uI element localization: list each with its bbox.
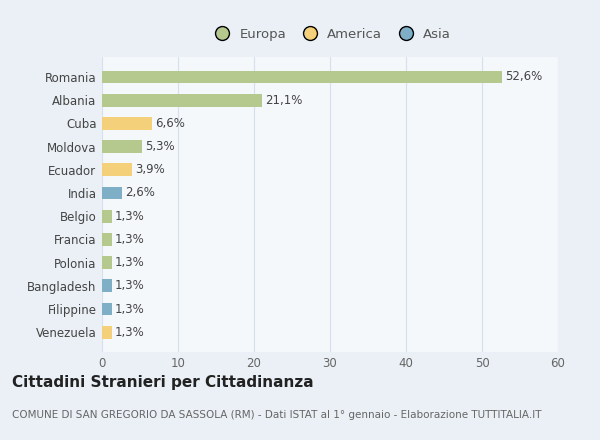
Bar: [102, 163, 131, 176]
Bar: [102, 256, 112, 269]
Text: 2,6%: 2,6%: [125, 187, 155, 199]
Bar: [102, 210, 112, 223]
Text: 6,6%: 6,6%: [155, 117, 185, 130]
Bar: [102, 187, 122, 199]
Bar: [102, 70, 502, 83]
Bar: [102, 140, 142, 153]
Bar: [102, 279, 112, 292]
Bar: [102, 94, 262, 106]
Text: 1,3%: 1,3%: [115, 326, 145, 339]
Text: 52,6%: 52,6%: [505, 70, 542, 84]
Text: COMUNE DI SAN GREGORIO DA SASSOLA (RM) - Dati ISTAT al 1° gennaio - Elaborazione: COMUNE DI SAN GREGORIO DA SASSOLA (RM) -…: [12, 410, 542, 420]
Text: 3,9%: 3,9%: [134, 163, 164, 176]
Text: 21,1%: 21,1%: [265, 94, 303, 106]
Text: 1,3%: 1,3%: [115, 233, 145, 246]
Text: 1,3%: 1,3%: [115, 256, 145, 269]
Bar: [102, 233, 112, 246]
Text: 5,3%: 5,3%: [145, 140, 175, 153]
Text: 1,3%: 1,3%: [115, 279, 145, 292]
Bar: [102, 117, 152, 130]
Text: 1,3%: 1,3%: [115, 210, 145, 223]
Text: Cittadini Stranieri per Cittadinanza: Cittadini Stranieri per Cittadinanza: [12, 375, 314, 390]
Legend: Europa, America, Asia: Europa, America, Asia: [204, 22, 456, 46]
Bar: [102, 303, 112, 315]
Bar: [102, 326, 112, 339]
Text: 1,3%: 1,3%: [115, 303, 145, 315]
